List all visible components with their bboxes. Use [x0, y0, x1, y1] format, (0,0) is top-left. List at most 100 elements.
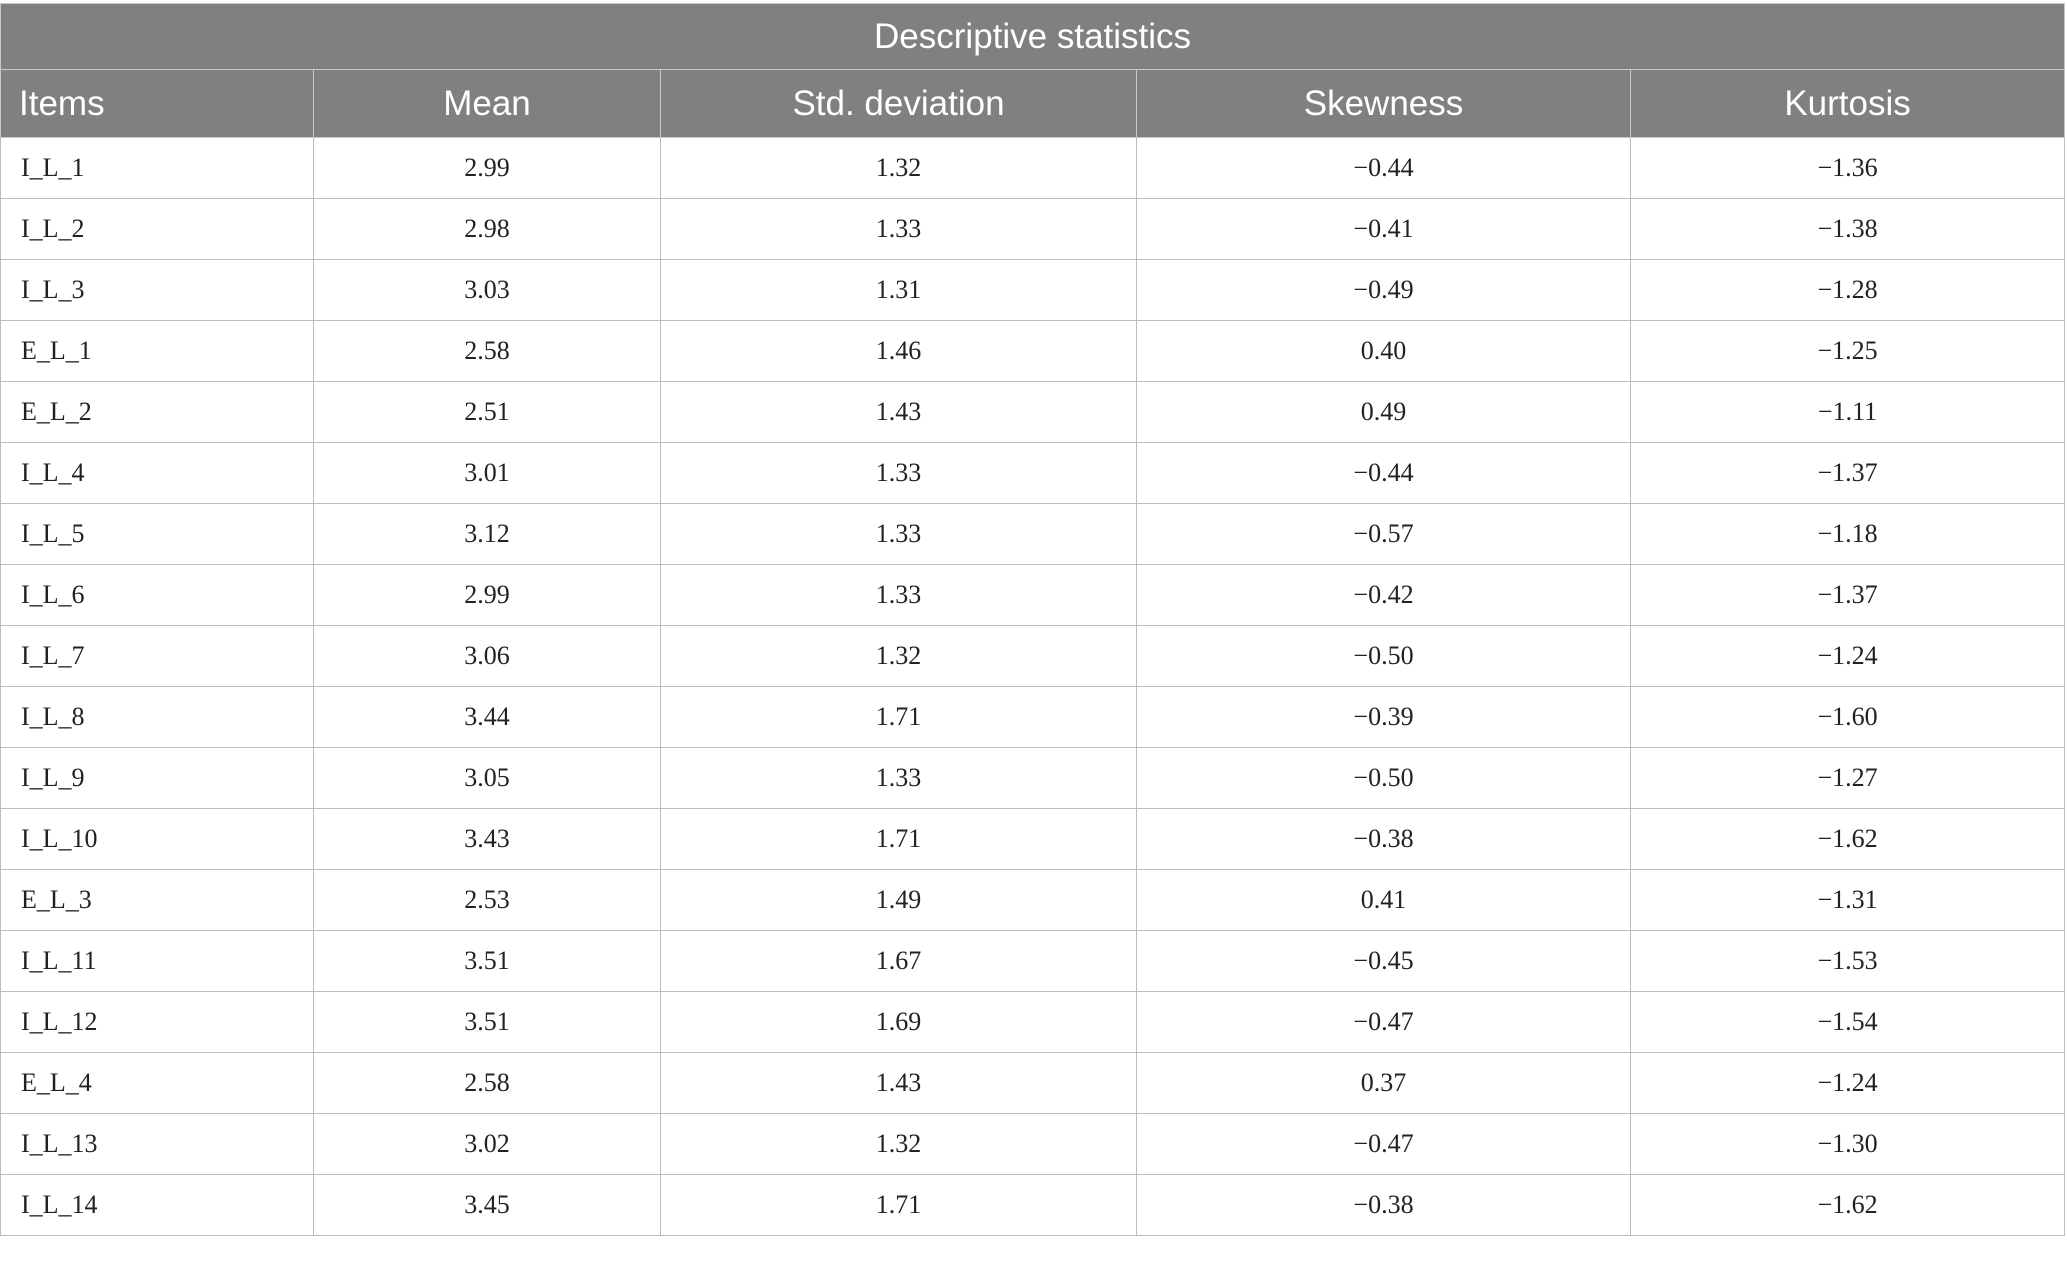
std-deviation-cell: 1.33: [660, 198, 1137, 260]
skewness-cell: −0.50: [1136, 747, 1631, 809]
skewness-cell: −0.47: [1136, 991, 1631, 1053]
mean-cell: 2.99: [313, 564, 661, 626]
std-deviation-cell: 1.32: [660, 1113, 1137, 1175]
column-header-std-deviation: Std. deviation: [660, 69, 1137, 138]
kurtosis-cell: −1.24: [1629, 1052, 2066, 1114]
table-row: I_L_7 3.06 1.32 −0.50 −1.24: [0, 625, 2066, 687]
mean-cell: 2.99: [313, 137, 661, 199]
table-row: I_L_2 2.98 1.33 −0.41 −1.38: [0, 198, 2066, 260]
std-deviation-cell: 1.33: [660, 442, 1137, 504]
skewness-cell: −0.45: [1136, 930, 1631, 992]
item-cell: I_L_13: [0, 1113, 314, 1175]
kurtosis-cell: −1.25: [1629, 320, 2066, 382]
column-header-row: Items Mean Std. deviation Skewness Kurto…: [0, 69, 2066, 138]
table-row: E_L_2 2.51 1.43 0.49 −1.11: [0, 381, 2066, 443]
item-cell: I_L_2: [0, 198, 314, 260]
table-row: E_L_4 2.58 1.43 0.37 −1.24: [0, 1052, 2066, 1114]
item-cell: I_L_5: [0, 503, 314, 565]
table-row: I_L_6 2.99 1.33 −0.42 −1.37: [0, 564, 2066, 626]
std-deviation-cell: 1.31: [660, 259, 1137, 321]
item-cell: I_L_9: [0, 747, 314, 809]
std-deviation-cell: 1.46: [660, 320, 1137, 382]
item-cell: I_L_11: [0, 930, 314, 992]
table-row: I_L_5 3.12 1.33 −0.57 −1.18: [0, 503, 2066, 565]
table-row: I_L_4 3.01 1.33 −0.44 −1.37: [0, 442, 2066, 504]
skewness-cell: −0.57: [1136, 503, 1631, 565]
skewness-cell: 0.41: [1136, 869, 1631, 931]
item-cell: I_L_12: [0, 991, 314, 1053]
skewness-cell: −0.39: [1136, 686, 1631, 748]
table-row: E_L_3 2.53 1.49 0.41 −1.31: [0, 869, 2066, 931]
kurtosis-cell: −1.27: [1629, 747, 2066, 809]
table-row: I_L_8 3.44 1.71 −0.39 −1.60: [0, 686, 2066, 748]
mean-cell: 2.51: [313, 381, 661, 443]
std-deviation-cell: 1.33: [660, 564, 1137, 626]
kurtosis-cell: −1.18: [1629, 503, 2066, 565]
std-deviation-cell: 1.33: [660, 503, 1137, 565]
mean-cell: 2.53: [313, 869, 661, 931]
std-deviation-cell: 1.43: [660, 381, 1137, 443]
table-row: E_L_1 2.58 1.46 0.40 −1.25: [0, 320, 2066, 382]
item-cell: I_L_4: [0, 442, 314, 504]
table-header: Descriptive statistics Items Mean Std. d…: [0, 3, 2066, 138]
descriptive-statistics-table: Descriptive statistics Items Mean Std. d…: [0, 3, 2066, 1236]
table-body: I_L_1 2.99 1.32 −0.44 −1.36 I_L_2 2.98 1.33 −0.4…: [0, 137, 2066, 1236]
item-cell: I_L_10: [0, 808, 314, 870]
table-row: I_L_12 3.51 1.69 −0.47 −1.54: [0, 991, 2066, 1053]
column-header-kurtosis: Kurtosis: [1629, 69, 2066, 138]
item-cell: I_L_7: [0, 625, 314, 687]
kurtosis-cell: −1.11: [1629, 381, 2066, 443]
std-deviation-cell: 1.67: [660, 930, 1137, 992]
column-header-skewness: Skewness: [1136, 69, 1631, 138]
table-row: I_L_11 3.51 1.67 −0.45 −1.53: [0, 930, 2066, 992]
skewness-cell: −0.42: [1136, 564, 1631, 626]
skewness-cell: −0.38: [1136, 808, 1631, 870]
kurtosis-cell: −1.31: [1629, 869, 2066, 931]
std-deviation-cell: 1.71: [660, 686, 1137, 748]
mean-cell: 3.06: [313, 625, 661, 687]
skewness-cell: −0.44: [1136, 442, 1631, 504]
table-title-row: Descriptive statistics: [0, 3, 2066, 70]
skewness-cell: −0.44: [1136, 137, 1631, 199]
kurtosis-cell: −1.37: [1629, 564, 2066, 626]
kurtosis-cell: −1.62: [1629, 808, 2066, 870]
std-deviation-cell: 1.33: [660, 747, 1137, 809]
item-cell: I_L_6: [0, 564, 314, 626]
skewness-cell: 0.49: [1136, 381, 1631, 443]
table-title: Descriptive statistics: [0, 3, 2066, 70]
skewness-cell: −0.38: [1136, 1174, 1631, 1236]
item-cell: E_L_1: [0, 320, 314, 382]
mean-cell: 3.43: [313, 808, 661, 870]
skewness-cell: 0.37: [1136, 1052, 1631, 1114]
item-cell: I_L_14: [0, 1174, 314, 1236]
item-cell: I_L_3: [0, 259, 314, 321]
item-cell: E_L_3: [0, 869, 314, 931]
descriptive-statistics-table-container: Descriptive statistics Items Mean Std. d…: [0, 3, 2066, 1236]
std-deviation-cell: 1.71: [660, 808, 1137, 870]
table-row: I_L_9 3.05 1.33 −0.50 −1.27: [0, 747, 2066, 809]
item-cell: I_L_8: [0, 686, 314, 748]
item-cell: I_L_1: [0, 137, 314, 199]
mean-cell: 2.98: [313, 198, 661, 260]
item-cell: E_L_2: [0, 381, 314, 443]
kurtosis-cell: −1.37: [1629, 442, 2066, 504]
table-row: I_L_13 3.02 1.32 −0.47 −1.30: [0, 1113, 2066, 1175]
kurtosis-cell: −1.30: [1629, 1113, 2066, 1175]
table-row: I_L_3 3.03 1.31 −0.49 −1.28: [0, 259, 2066, 321]
skewness-cell: −0.47: [1136, 1113, 1631, 1175]
mean-cell: 3.51: [313, 991, 661, 1053]
std-deviation-cell: 1.69: [660, 991, 1137, 1053]
table-row: I_L_10 3.43 1.71 −0.38 −1.62: [0, 808, 2066, 870]
kurtosis-cell: −1.36: [1629, 137, 2066, 199]
std-deviation-cell: 1.71: [660, 1174, 1137, 1236]
table-row: I_L_14 3.45 1.71 −0.38 −1.62: [0, 1174, 2066, 1236]
kurtosis-cell: −1.24: [1629, 625, 2066, 687]
skewness-cell: 0.40: [1136, 320, 1631, 382]
mean-cell: 2.58: [313, 320, 661, 382]
mean-cell: 2.58: [313, 1052, 661, 1114]
column-header-mean: Mean: [313, 69, 661, 138]
mean-cell: 3.03: [313, 259, 661, 321]
mean-cell: 3.51: [313, 930, 661, 992]
kurtosis-cell: −1.38: [1629, 198, 2066, 260]
std-deviation-cell: 1.32: [660, 137, 1137, 199]
